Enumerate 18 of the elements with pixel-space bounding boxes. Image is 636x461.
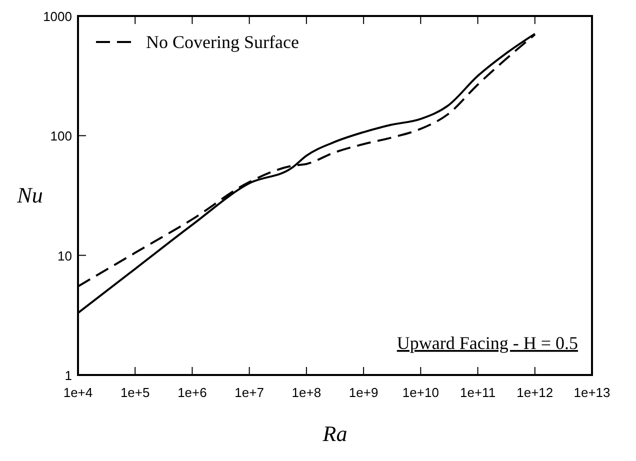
- annotation: Upward Facing - H = 0.5: [396, 333, 578, 353]
- y-tick-label: 1: [64, 368, 72, 383]
- y-tick-label: 1000: [43, 9, 72, 24]
- x-tick-label: 1e+7: [234, 385, 264, 400]
- x-tick-label: 1e+6: [178, 385, 207, 400]
- x-tick-label: 1e+5: [120, 385, 150, 400]
- x-tick-label: 1e+8: [292, 385, 322, 400]
- x-tick-label: 1e+9: [348, 385, 378, 400]
- x-tick-label: 1e+11: [460, 385, 496, 400]
- x-tick-label: 1e+13: [574, 385, 610, 400]
- legend-label: No Covering Surface: [146, 32, 299, 52]
- x-axis-title: Ra: [322, 421, 348, 446]
- x-tick-label: 1e+10: [402, 385, 439, 400]
- x-tick-label: 1e+4: [63, 385, 93, 400]
- x-tick-label: 1e+12: [516, 385, 554, 400]
- y-tick-label: 100: [50, 128, 72, 144]
- y-tick-label: 10: [58, 248, 72, 264]
- y-axis-title: Nu: [16, 182, 43, 208]
